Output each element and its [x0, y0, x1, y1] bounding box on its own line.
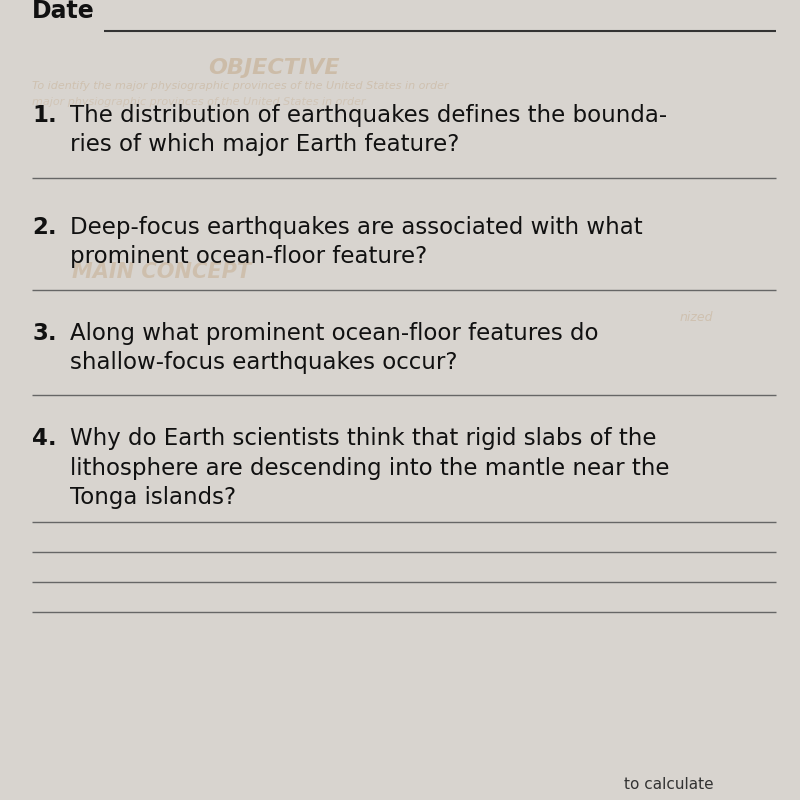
Text: to calculate: to calculate: [624, 777, 714, 792]
Text: To identify the major physiographic provinces of the United States in order: To identify the major physiographic prov…: [32, 81, 449, 90]
Text: MAIN CONCEPT: MAIN CONCEPT: [72, 262, 251, 282]
Text: 4.: 4.: [32, 427, 57, 450]
Text: Along what prominent ocean-floor features do
shallow-focus earthquakes occur?: Along what prominent ocean-floor feature…: [70, 322, 599, 374]
Text: Date: Date: [32, 0, 94, 23]
Text: 1.: 1.: [32, 104, 57, 127]
Text: 2.: 2.: [32, 216, 57, 239]
Text: The distribution of earthquakes defines the bounda-
ries of which major Earth fe: The distribution of earthquakes defines …: [70, 104, 667, 156]
Text: Why do Earth scientists think that rigid slabs of the
lithosphere are descending: Why do Earth scientists think that rigid…: [70, 427, 670, 509]
Text: OBJECTIVE: OBJECTIVE: [208, 58, 340, 78]
Text: Deep-focus earthquakes are associated with what
prominent ocean-floor feature?: Deep-focus earthquakes are associated wi…: [70, 216, 643, 268]
Text: major physiographic provinces of the United States in order: major physiographic provinces of the Uni…: [32, 98, 366, 107]
Text: nized: nized: [680, 311, 714, 324]
Text: 3.: 3.: [32, 322, 57, 345]
